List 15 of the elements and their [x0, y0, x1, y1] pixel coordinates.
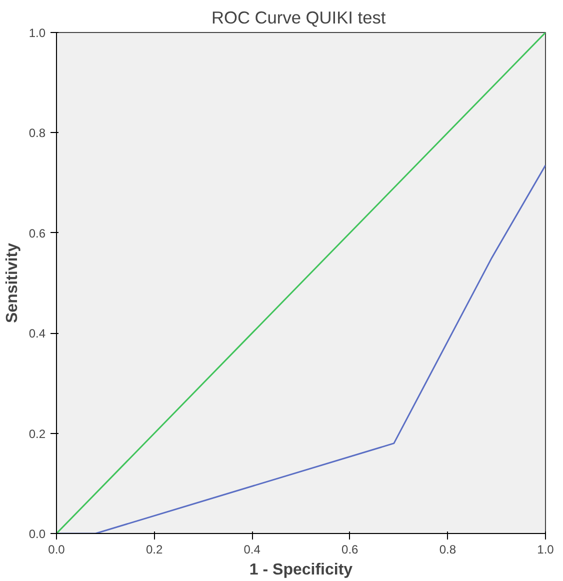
- y-tick-label: 0.8: [28, 126, 46, 140]
- y-axis-title: Sensitivity: [4, 242, 21, 324]
- y-tick-label: 0.2: [28, 426, 46, 441]
- y-tick-label: 0.0: [28, 527, 46, 541]
- x-tick-label: 0.4: [244, 542, 261, 556]
- x-tick-label: 0.8: [439, 542, 456, 556]
- y-tick-label: 0.4: [28, 326, 46, 341]
- y-tick-label: 0.6: [28, 226, 46, 240]
- x-axis-title: 1 - Specificity: [249, 562, 353, 578]
- chart-title: ROC Curve QUIKI test: [211, 8, 386, 28]
- x-tick-label: 0.0: [48, 542, 66, 556]
- x-tick-label: 0.6: [342, 542, 359, 556]
- x-tick-label: 0.2: [146, 542, 163, 556]
- x-tick-label: 1.0: [537, 542, 554, 556]
- y-tick-label: 1.0: [28, 26, 46, 40]
